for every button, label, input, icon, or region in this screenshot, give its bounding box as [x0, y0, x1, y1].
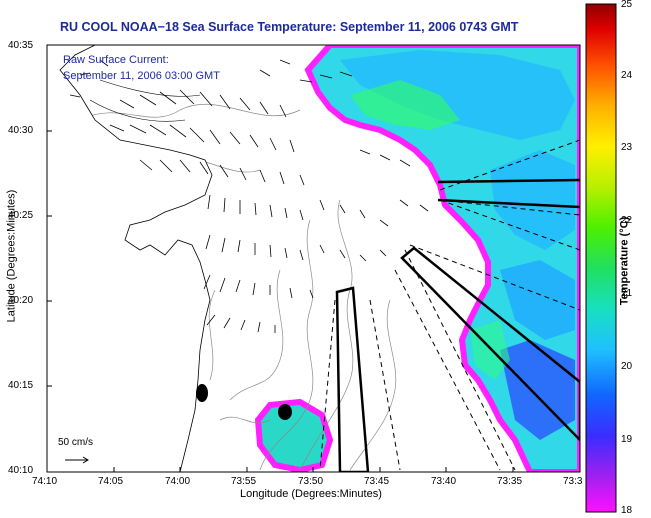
scale-label: 50 cm/s: [58, 437, 94, 448]
colorbar-tick-label: 18: [621, 505, 633, 516]
colorbar-tick-label: 19: [621, 434, 633, 445]
y-tick-label: 40:10: [8, 465, 34, 476]
scale-arrow: [65, 456, 89, 464]
colorbar-tick-label: 23: [621, 142, 633, 153]
colorbar-tick-label: 22: [621, 215, 633, 226]
box-north: [437, 178, 580, 209]
y-tick-label: 40:20: [8, 295, 34, 306]
map-title: RU COOL NOAA−18 Sea Surface Temperature:…: [60, 20, 519, 34]
box-south: [335, 286, 370, 472]
y-tick-label: 40:30: [8, 125, 34, 136]
y-tick-label: 40:25: [8, 210, 34, 221]
coastline: [47, 45, 213, 472]
current-note-line1: Raw Surface Current:: [63, 54, 169, 66]
y-tick-label: 40:15: [8, 380, 34, 391]
marker-2: [278, 404, 292, 420]
x-tick-label: 74:10: [32, 476, 58, 487]
x-tick-label: 73:45: [364, 476, 390, 487]
colorbar-tick-label: 25: [621, 0, 633, 10]
marker-1: [196, 384, 208, 402]
y-axis-title: Latitude (Degrees:Minutes): [5, 189, 18, 323]
colorbar-title: Temperature (°C): [618, 216, 631, 306]
current-note-line2: September 11, 2006 03:00 GMT: [63, 70, 220, 82]
x-tick-label: 73:35: [497, 476, 523, 487]
box-diagonal: [400, 246, 580, 442]
x-tick-label: 73:3: [563, 476, 583, 487]
colorbar: [585, 3, 617, 513]
x-tick-label: 73:50: [298, 476, 324, 487]
x-tick-label: 73:55: [231, 476, 257, 487]
colorbar-tick-label: 21: [621, 288, 633, 299]
colorbar-tick-label: 24: [621, 70, 633, 81]
y-tick-label: 40:35: [8, 40, 34, 51]
x-axis-title: Longitude (Degrees:Minutes): [240, 488, 382, 500]
x-tick-label: 73:40: [431, 476, 457, 487]
x-tick-label: 74:00: [165, 476, 191, 487]
x-tick-label: 74:05: [98, 476, 124, 487]
colorbar-tick-label: 20: [621, 361, 633, 372]
